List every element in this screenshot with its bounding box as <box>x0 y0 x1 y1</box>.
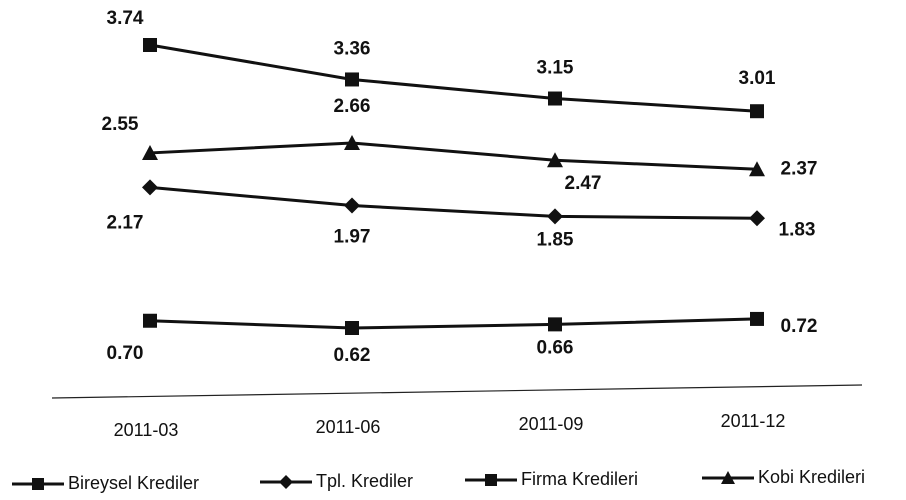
legend-marker <box>485 474 497 486</box>
legend-label: Firma Kredileri <box>521 469 638 489</box>
point-marker <box>750 311 764 326</box>
point-marker <box>345 321 359 335</box>
point-marker <box>143 313 157 328</box>
data-label: 0.72 <box>781 316 818 337</box>
point-marker <box>749 161 765 177</box>
data-label: 1.97 <box>334 227 371 248</box>
data-label: 0.70 <box>107 343 144 364</box>
legend-label: Tpl. Krediler <box>316 471 413 491</box>
data-label: 3.01 <box>739 68 776 89</box>
point-marker <box>142 179 158 196</box>
x-tick-label: 2011-03 <box>114 420 179 440</box>
point-marker <box>548 91 562 106</box>
point-marker <box>547 152 563 168</box>
data-label: 3.74 <box>107 8 144 29</box>
legend-marker <box>32 478 44 490</box>
point-marker <box>548 317 562 332</box>
data-label: 3.15 <box>537 58 574 79</box>
data-label: 2.55 <box>102 114 139 135</box>
data-label: 1.83 <box>779 219 816 240</box>
x-tick-label: 2011-06 <box>316 417 381 437</box>
data-label: 2.66 <box>334 96 371 117</box>
data-label: 1.85 <box>537 229 574 250</box>
data-label: 0.62 <box>334 345 371 366</box>
legend-label: Kobi Kredileri <box>758 467 865 487</box>
series-line <box>149 141 758 171</box>
legend-marker <box>721 471 735 484</box>
data-label: 2.17 <box>107 212 144 233</box>
data-label: 3.36 <box>334 38 371 59</box>
point-marker <box>749 210 765 227</box>
data-label: 0.66 <box>537 337 574 358</box>
point-marker <box>344 197 360 214</box>
x-tick-label: 2011-09 <box>519 414 584 434</box>
data-label: 2.37 <box>781 158 818 179</box>
point-marker <box>345 72 359 87</box>
legend-marker <box>279 475 293 489</box>
series-line <box>149 185 758 220</box>
data-label: 2.47 <box>565 173 602 194</box>
series-line <box>149 317 758 330</box>
point-marker <box>750 104 764 119</box>
series-line <box>149 43 758 113</box>
point-marker <box>547 208 563 225</box>
x-tick-label: 2011-12 <box>721 411 786 431</box>
legend-label: Bireysel Krediler <box>68 473 199 493</box>
point-marker <box>142 144 158 160</box>
point-marker <box>344 134 360 150</box>
point-marker <box>143 38 157 52</box>
x-axis <box>51 384 863 399</box>
